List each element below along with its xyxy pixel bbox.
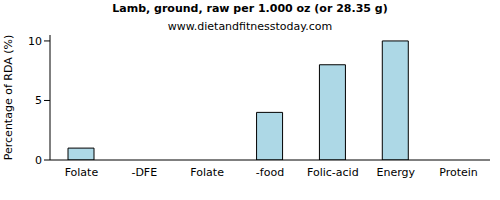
svg-text:Folate: Folate bbox=[190, 166, 224, 179]
svg-text:Folate: Folate bbox=[65, 166, 99, 179]
svg-text:-DFE: -DFE bbox=[131, 166, 157, 179]
svg-text:10: 10 bbox=[28, 35, 42, 48]
html-text:Lamb, ground, raw per 1.000 oz: Lamb, ground, raw per 1.000 oz (or 28.35… bbox=[112, 2, 388, 15]
svg-text:Folic-acid: Folic-acid bbox=[307, 166, 359, 179]
svg-text:0: 0 bbox=[35, 154, 42, 167]
svg-text:Percentage of RDA (%): Percentage of RDA (%) bbox=[8, 35, 15, 160]
svg-text:-food: -food bbox=[256, 166, 284, 179]
svg-text:Protein: Protein bbox=[439, 166, 478, 179]
svg-text:5: 5 bbox=[35, 94, 42, 107]
html-text:www.dietandfitnesstoday.com: www.dietandfitnesstoday.com bbox=[167, 20, 333, 33]
svg-text:Energy: Energy bbox=[376, 166, 415, 179]
